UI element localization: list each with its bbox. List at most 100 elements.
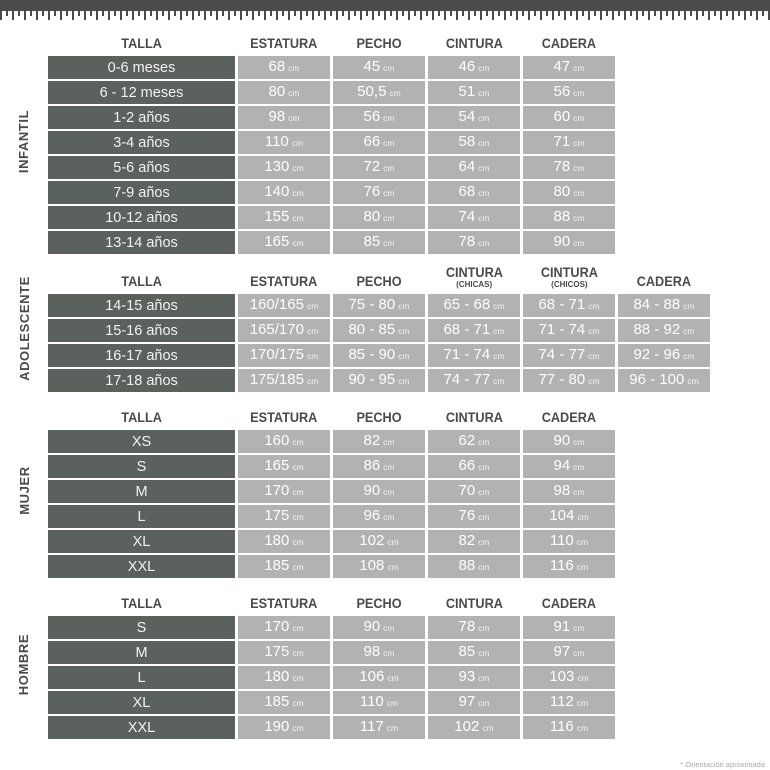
column-header-label: CINTURA bbox=[540, 265, 598, 280]
measurement-unit: cm bbox=[292, 238, 304, 248]
measurement-cell: 94 cm bbox=[523, 455, 615, 478]
measurement-cell: 175/185 cm bbox=[238, 369, 330, 392]
measurement-cell: 116 cm bbox=[523, 555, 615, 578]
measurement-cell: 74 - 77 cm bbox=[523, 344, 615, 367]
measurement-unit: cm bbox=[478, 623, 490, 633]
column-header-label: TALLA bbox=[121, 410, 162, 425]
measurement-unit: cm bbox=[389, 88, 401, 98]
measurement-cell: 117 cm bbox=[333, 716, 425, 739]
size-table-infantil: TALLA ESTATURA PECHO CINTURA CADERA 0-6 meses… bbox=[48, 29, 615, 254]
measurement-value: 90 - 95 bbox=[348, 371, 396, 388]
measurement-cell: 90 cm bbox=[523, 231, 615, 254]
section-label-adolescente: ADOLESCENTE bbox=[16, 276, 32, 381]
measurement-unit: cm bbox=[573, 623, 585, 633]
measurement-value: 71 - 74 bbox=[443, 346, 491, 363]
column-header-label: CADERA bbox=[541, 410, 597, 425]
measurement-cell: 71 - 74 cm bbox=[523, 319, 615, 342]
measurement-cell: 58 cm bbox=[428, 131, 520, 154]
measurement-unit: cm bbox=[292, 698, 304, 708]
measurement-unit: cm bbox=[573, 437, 585, 447]
measurement-unit: cm bbox=[588, 301, 600, 311]
measurement-cell: 110 cm bbox=[238, 131, 330, 154]
measurement-cell: 170 cm bbox=[238, 616, 330, 639]
size-label-cell: 6 - 12 meses bbox=[48, 81, 235, 104]
measurement-unit: cm bbox=[478, 238, 490, 248]
measurement-value: 180 bbox=[264, 668, 290, 685]
measurement-value: 110 bbox=[549, 532, 574, 549]
measurement-value: 60 bbox=[553, 108, 571, 125]
measurement-value: 84 - 88 bbox=[633, 296, 681, 313]
column-header-label: CADERA bbox=[541, 36, 597, 51]
measurement-value: 46 bbox=[458, 58, 476, 75]
measurement-cell: 92 - 96 cm bbox=[618, 344, 710, 367]
measurement-unit: cm bbox=[478, 63, 490, 73]
column-header-label: ESTATURA bbox=[250, 274, 318, 289]
measurement-unit: cm bbox=[291, 138, 304, 148]
section-side-infantil: INFANTIL bbox=[0, 29, 48, 254]
measurement-unit: cm bbox=[683, 301, 695, 311]
measurement-cell: 155 cm bbox=[238, 206, 330, 229]
measurement-cell: 80 cm bbox=[238, 81, 330, 104]
measurement-value: 116 bbox=[549, 718, 574, 735]
size-chart-tables: INFANTIL TALLA ESTATURA PECHO CINTURA CADERA 0… bbox=[0, 29, 710, 750]
measurement-value: 51 bbox=[458, 83, 476, 100]
measurement-cell: 102 cm bbox=[333, 530, 425, 553]
column-header-cintura: CINTURA bbox=[428, 29, 520, 54]
column-header-label: ESTATURA bbox=[250, 596, 318, 611]
measurement-unit: cm bbox=[577, 673, 589, 683]
column-header-talla: TALLA bbox=[48, 589, 235, 614]
measurement-unit: cm bbox=[478, 213, 490, 223]
column-header-cadera: CADERA bbox=[523, 589, 615, 614]
size-label-cell: 1-2 años bbox=[48, 106, 235, 129]
measurement-cell: 88 cm bbox=[523, 206, 615, 229]
column-header-label: PECHO bbox=[356, 36, 402, 51]
measurement-value: 50,5 bbox=[357, 83, 387, 100]
measurement-cell: 56 cm bbox=[333, 106, 425, 129]
measurement-unit: cm bbox=[306, 326, 319, 336]
measurement-cell: 74 cm bbox=[428, 206, 520, 229]
measurement-cell: 85 cm bbox=[333, 231, 425, 254]
measurement-unit: cm bbox=[383, 623, 395, 633]
measurement-cell: 90 - 95 cm bbox=[333, 369, 425, 392]
measurement-value: 88 - 92 bbox=[633, 321, 681, 338]
size-label-cell: 10-12 años bbox=[48, 206, 235, 229]
measurement-unit: cm bbox=[292, 648, 304, 658]
measurement-cell: 180 cm bbox=[238, 530, 330, 553]
measurement-value: 104 bbox=[549, 507, 575, 524]
size-label-cell: XXL bbox=[48, 555, 235, 578]
column-header-cintura-chicas-: CINTURA (CHICAS) bbox=[428, 265, 520, 292]
measurement-value: 98 bbox=[553, 482, 571, 499]
column-header-cintura-chicos-: CINTURA (CHICOS) bbox=[523, 265, 615, 292]
measurement-unit: cm bbox=[292, 537, 304, 547]
measurement-value: 82 bbox=[458, 532, 476, 549]
measurement-cell: 74 - 77 cm bbox=[428, 369, 520, 392]
measurement-cell: 102 cm bbox=[428, 716, 520, 739]
measurement-unit: cm bbox=[383, 138, 395, 148]
measurement-cell: 68 cm bbox=[428, 181, 520, 204]
footnote: * Orientación aproximada bbox=[680, 760, 765, 769]
measurement-value: 90 bbox=[363, 482, 381, 499]
measurement-cell: 71 cm bbox=[523, 131, 615, 154]
measurement-value: 92 - 96 bbox=[633, 346, 681, 363]
measurement-cell: 54 cm bbox=[428, 106, 520, 129]
measurement-unit: cm bbox=[573, 113, 585, 123]
measurement-cell: 93 cm bbox=[428, 666, 520, 689]
column-header-label: CINTURA bbox=[445, 265, 503, 280]
section-adolescente: ADOLESCENTE TALLA ESTATURA PECHO CINTURA (CHI… bbox=[0, 265, 710, 392]
measurement-cell: 98 cm bbox=[523, 480, 615, 503]
measurement-value: 80 bbox=[363, 208, 381, 225]
measurement-cell: 56 cm bbox=[523, 81, 615, 104]
size-label-cell: S bbox=[48, 616, 235, 639]
size-table-hombre: TALLA ESTATURA PECHO CINTURA CADERA S 170 cm 90 c… bbox=[48, 589, 615, 739]
measurement-unit: cm bbox=[683, 326, 695, 336]
measurement-cell: 130 cm bbox=[238, 156, 330, 179]
measurement-cell: 76 cm bbox=[333, 181, 425, 204]
measurement-value: 82 bbox=[363, 432, 381, 449]
column-header-label: TALLA bbox=[121, 596, 162, 611]
measurement-unit: cm bbox=[306, 351, 319, 361]
measurement-unit: cm bbox=[478, 163, 490, 173]
measurement-cell: 116 cm bbox=[523, 716, 615, 739]
measurement-cell: 68 - 71 cm bbox=[523, 294, 615, 317]
measurement-cell: 98 cm bbox=[238, 106, 330, 129]
measurement-cell: 90 cm bbox=[523, 430, 615, 453]
